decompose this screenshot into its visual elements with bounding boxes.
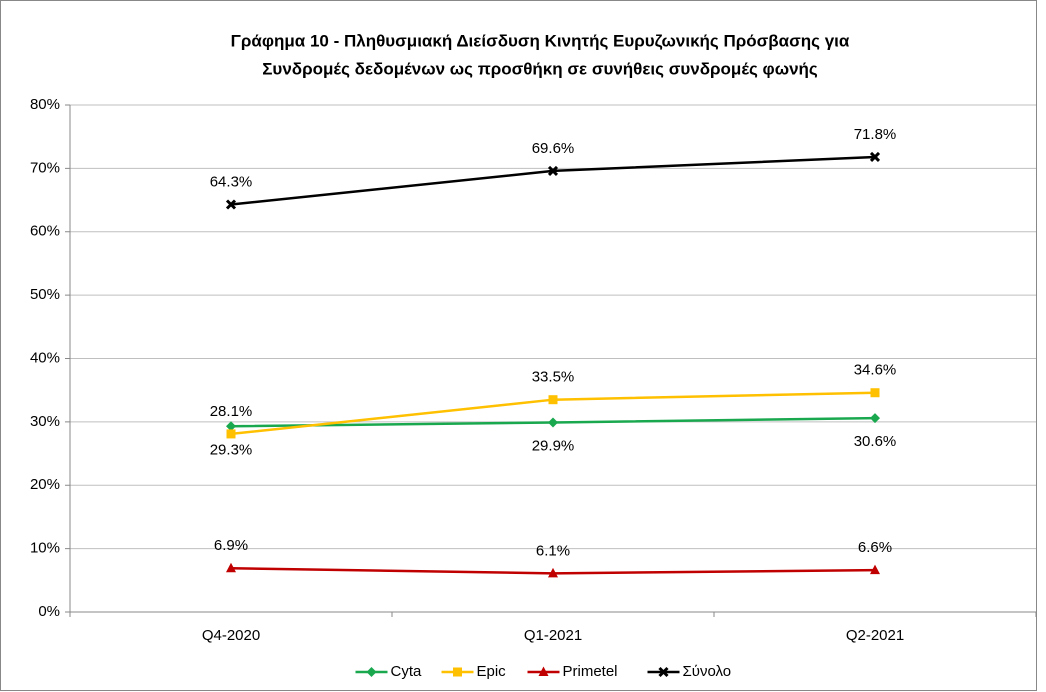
- marker: [658, 666, 669, 678]
- x-tick-label: Q1-2021: [524, 627, 582, 644]
- y-tick-label: 60%: [30, 223, 60, 240]
- chart-title: Γράφημα 10 - Πληθυσμιακή Διείσδυση Κινητ…: [231, 31, 850, 50]
- marker: [548, 395, 558, 405]
- y-tick-label: 40%: [30, 349, 60, 366]
- marker: [226, 562, 236, 573]
- marker: [225, 199, 237, 210]
- data-label: 30.6%: [854, 433, 897, 450]
- marker: [869, 151, 881, 163]
- y-tick-label: 0%: [38, 603, 60, 620]
- marker: [870, 388, 880, 398]
- y-tick-label: 10%: [30, 540, 60, 557]
- data-label: 6.6%: [858, 539, 892, 556]
- data-label: 28.1%: [210, 403, 253, 420]
- data-label: 6.1%: [536, 542, 570, 559]
- marker: [547, 165, 559, 176]
- x-tick-label: Q2-2021: [846, 627, 904, 644]
- y-tick-label: 50%: [30, 286, 60, 303]
- marker: [548, 417, 558, 428]
- data-label: 29.3%: [210, 441, 253, 458]
- marker: [538, 666, 549, 676]
- x-tick-label: Q4-2020: [202, 627, 260, 644]
- y-tick-label: 80%: [30, 96, 60, 113]
- marker: [870, 413, 880, 424]
- marker: [226, 421, 236, 432]
- legend-label: Σύνολο: [683, 663, 732, 680]
- marker: [548, 567, 558, 578]
- data-label: 34.6%: [854, 362, 897, 379]
- data-label: 6.9%: [214, 537, 248, 554]
- data-label: 71.8%: [854, 126, 897, 143]
- chart-title: Συνδρομές δεδομένων ως προσθήκη σε συνήθ…: [262, 59, 818, 78]
- data-label: 29.9%: [532, 437, 575, 454]
- y-tick-label: 20%: [30, 476, 60, 493]
- y-tick-label: 70%: [30, 159, 60, 176]
- data-label: 33.5%: [532, 369, 575, 386]
- y-tick-label: 30%: [30, 413, 60, 430]
- data-label: 64.3%: [210, 173, 253, 190]
- data-label: 69.6%: [532, 140, 575, 157]
- legend-label: Primetel: [563, 663, 618, 680]
- legend-label: Cyta: [391, 663, 423, 680]
- marker: [870, 564, 880, 575]
- legend-label: Epic: [477, 663, 507, 680]
- marker: [453, 667, 462, 677]
- marker: [366, 667, 377, 677]
- marker: [226, 429, 236, 439]
